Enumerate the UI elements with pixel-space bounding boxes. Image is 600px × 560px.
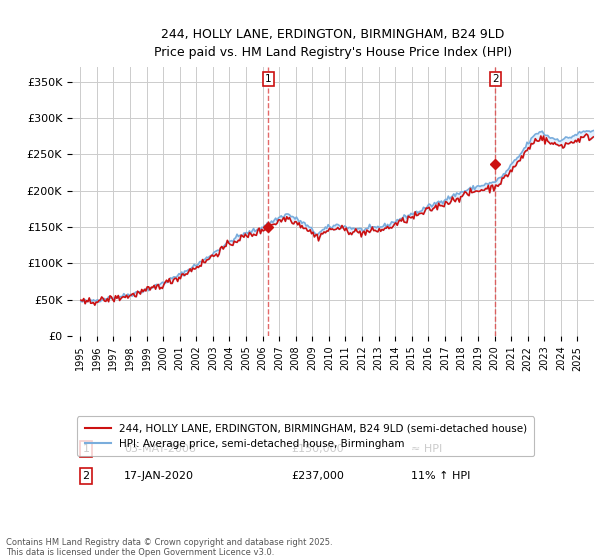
Text: 11% ↑ HPI: 11% ↑ HPI (412, 471, 470, 481)
Legend: 244, HOLLY LANE, ERDINGTON, BIRMINGHAM, B24 9LD (semi-detached house), HPI: Aver: 244, HOLLY LANE, ERDINGTON, BIRMINGHAM, … (77, 417, 534, 456)
Text: ≈ HPI: ≈ HPI (412, 444, 443, 454)
Text: 17-JAN-2020: 17-JAN-2020 (124, 471, 194, 481)
Text: 03-MAY-2006: 03-MAY-2006 (124, 444, 196, 454)
Text: £237,000: £237,000 (291, 471, 344, 481)
Title: 244, HOLLY LANE, ERDINGTON, BIRMINGHAM, B24 9LD
Price paid vs. HM Land Registry': 244, HOLLY LANE, ERDINGTON, BIRMINGHAM, … (154, 28, 512, 59)
Text: 2: 2 (82, 471, 89, 481)
Text: Contains HM Land Registry data © Crown copyright and database right 2025.
This d: Contains HM Land Registry data © Crown c… (6, 538, 332, 557)
Text: 1: 1 (82, 444, 89, 454)
Text: £150,000: £150,000 (291, 444, 344, 454)
Text: 1: 1 (265, 74, 272, 84)
Text: 2: 2 (492, 74, 499, 84)
